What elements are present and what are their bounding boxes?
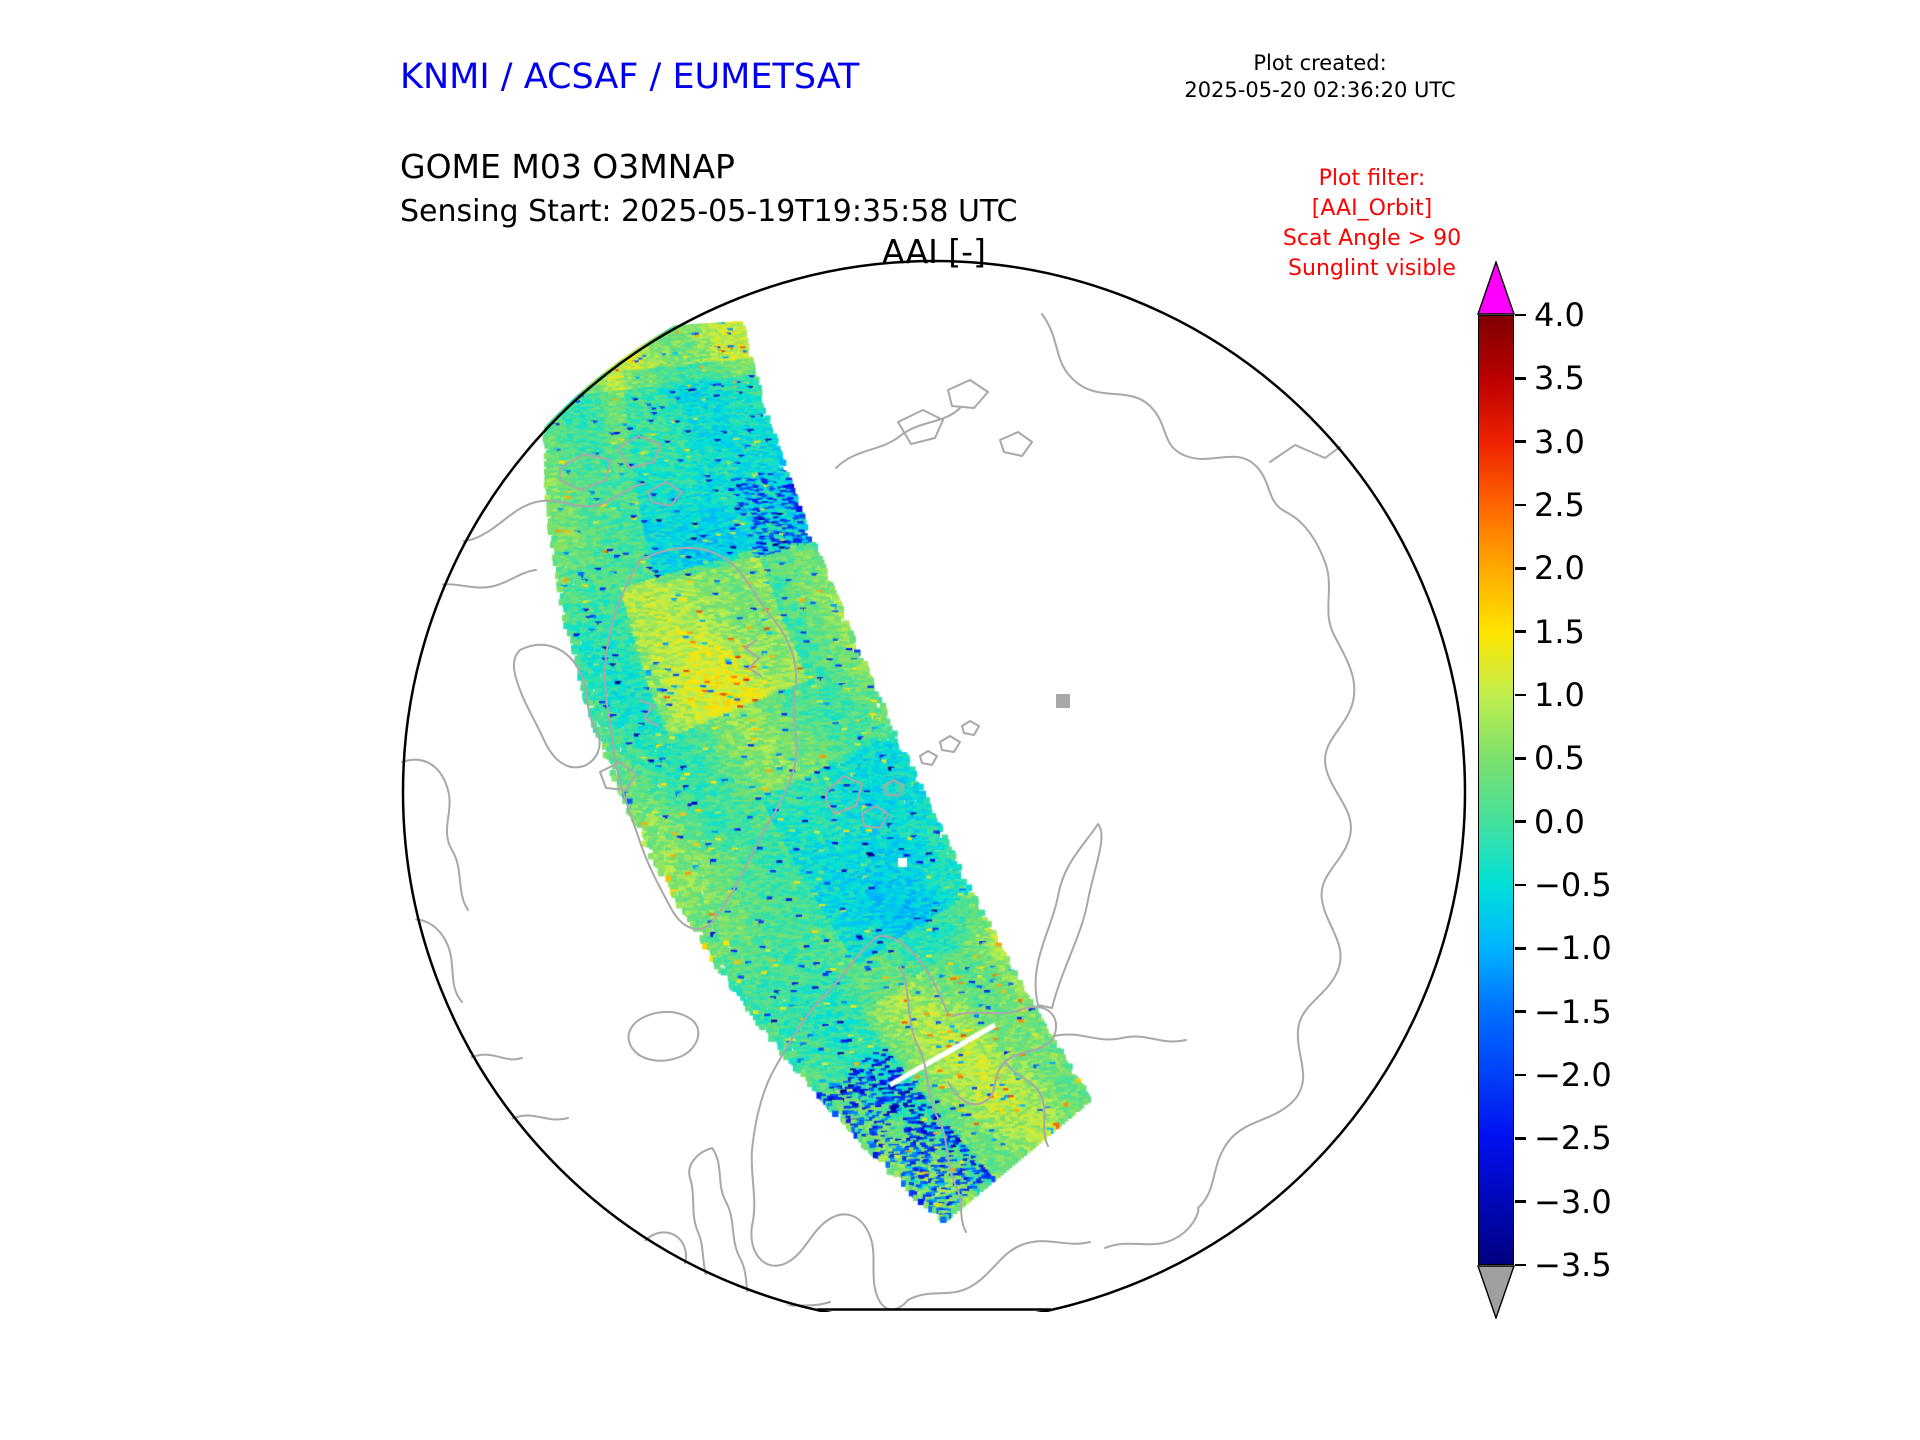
colorbar-tick-label: 4.0 — [1534, 296, 1585, 334]
colorbar-tick — [1515, 1137, 1526, 1140]
colorbar-tick-label: 2.0 — [1534, 549, 1585, 588]
colorbar-tick-label: 3.5 — [1534, 359, 1585, 398]
coastline-gulf-of-bothnia — [899, 965, 967, 1233]
map-boundary-circle — [401, 259, 1467, 1312]
colorbar-tick — [1515, 820, 1526, 823]
colorbar-tick-label: −3.5 — [1534, 1246, 1612, 1284]
colorbar-tick — [1515, 567, 1526, 570]
coastline-hudson-bay — [401, 758, 469, 1003]
colorbar-tick-label: 2.5 — [1534, 486, 1585, 524]
island-dot — [1056, 694, 1070, 708]
colorbar-tick-label: 3.0 — [1534, 422, 1585, 461]
plot-created-label: Plot created: — [1253, 51, 1387, 75]
plot-filter: Plot filter: [AAI_Orbit] Scat Angle > 90… — [1252, 164, 1492, 284]
coastline-svalbard — [825, 775, 905, 829]
org-title: KNMI / ACSAF / EUMETSAT — [400, 57, 860, 97]
plot-filter-line: Sunglint visible — [1288, 256, 1456, 281]
colorbar-tick — [1515, 440, 1526, 443]
colorbar-tick — [1515, 883, 1526, 887]
colorbar-tick-label: 1.5 — [1534, 612, 1585, 651]
colorbar-tick-label: −2.0 — [1534, 1056, 1612, 1094]
plot-filter-line: [AAI_Orbit] — [1311, 196, 1433, 221]
colorbar-tick — [1515, 630, 1526, 633]
colorbar-tick-label: −2.5 — [1534, 1119, 1612, 1158]
colorbar-gradient — [1478, 315, 1514, 1265]
swath-data-layer — [400, 258, 1468, 1312]
coastline-greenland — [603, 546, 798, 931]
plot-created: Plot created: 2025-05-20 02:36:20 UTC — [1155, 50, 1485, 104]
coastline-greenland-fjords — [639, 639, 762, 727]
colorbar-tick-label: 1.0 — [1534, 676, 1585, 714]
colorbar-tick — [1515, 1073, 1526, 1077]
coastline-baltic-south — [759, 1240, 1091, 1312]
colorbar-tick-label: −1.0 — [1534, 929, 1612, 968]
product-title: GOME M03 O3MNAP — [400, 147, 735, 186]
colorbar-tick-label: −1.5 — [1534, 992, 1612, 1031]
coastline-labrador — [411, 1053, 569, 1183]
colorbar-tick — [1515, 377, 1526, 380]
coastline-canada-arctic — [404, 483, 645, 589]
coastline-siberian-islands — [897, 379, 1033, 457]
coastlines-layer — [401, 259, 1467, 1312]
colorbar-under-arrow — [1477, 1265, 1515, 1319]
colorbar-tick-label: 0.5 — [1534, 739, 1585, 778]
colorbar-tick — [1515, 1200, 1526, 1203]
coastline-russia-bottom-right — [1104, 1097, 1297, 1249]
plot-created-value: 2025-05-20 02:36:20 UTC — [1184, 78, 1456, 102]
coastline-scandinavia — [750, 934, 949, 1311]
colorbar-tick — [1515, 1263, 1526, 1267]
coastlines — [401, 313, 1356, 1312]
coastline-siberia-right — [1041, 313, 1356, 1099]
coastline-alaska — [835, 407, 961, 469]
colorbar-tick-label: 0.0 — [1534, 802, 1585, 841]
colorbar-tick — [1515, 1010, 1526, 1013]
sensing-start: Sensing Start: 2025-05-19T19:35:58 UTC — [400, 194, 1018, 229]
coastline-novaya-zemlya — [1034, 823, 1103, 1009]
coastline-chukotka — [1249, 339, 1353, 463]
colorbar-tick-label: −0.5 — [1534, 866, 1612, 904]
coastline-iceland — [627, 1010, 700, 1062]
colorbar-tick — [1515, 503, 1526, 507]
colorbar-tick — [1515, 757, 1526, 760]
coastline-kola-white-sea — [947, 1005, 1187, 1147]
colorbar-tick — [1515, 313, 1526, 317]
plot-filter-line: Scat Angle > 90 — [1282, 226, 1462, 251]
coastline-canada-islands — [559, 435, 683, 507]
plot-filter-line: Plot filter: — [1318, 166, 1426, 191]
colorbar-tick — [1515, 693, 1526, 697]
coastline-franz-josef — [919, 720, 980, 766]
colorbar-over-arrow — [1477, 261, 1515, 315]
colorbar-tick — [1515, 947, 1526, 950]
colorbar-tick-label: −3.0 — [1534, 1182, 1612, 1221]
polar-map — [400, 258, 1468, 1312]
